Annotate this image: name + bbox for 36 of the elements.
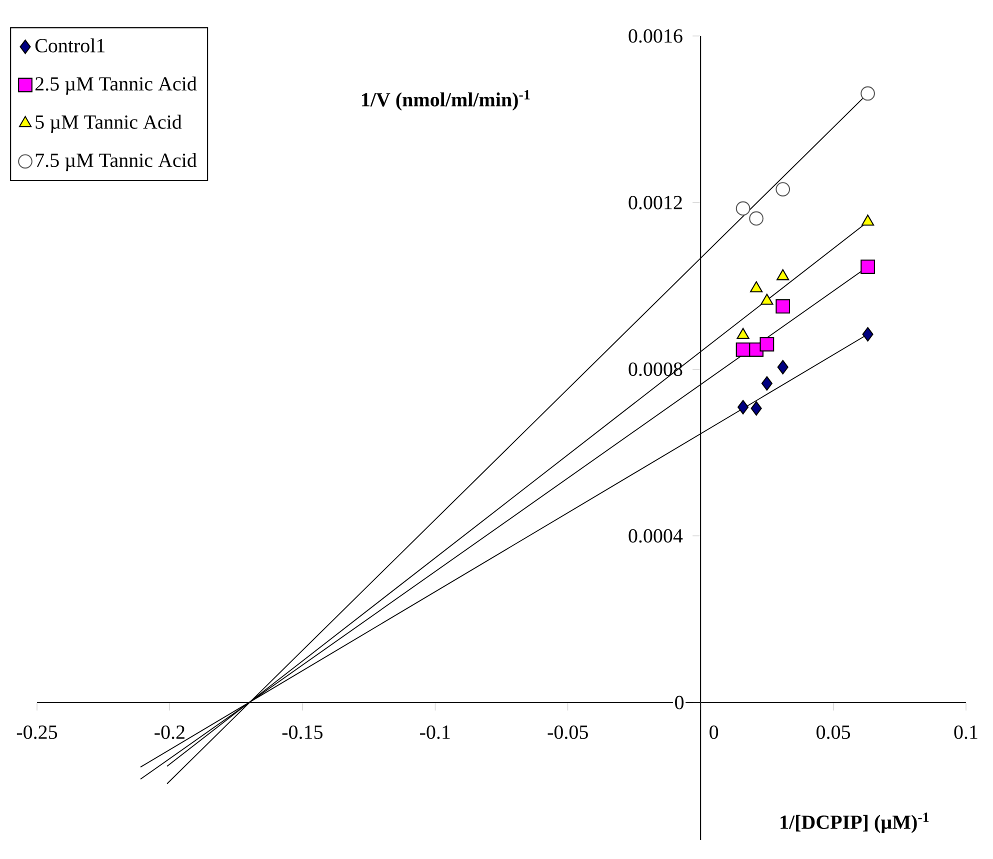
legend-label: 7.5 µM Tannic Acid (36, 152, 197, 172)
y-axis-title: 1/V (nmol/ml/min)$^{-1}$ (362, 90, 530, 111)
point (860, 86, 875, 101)
point (761, 376, 772, 391)
point (736, 342, 750, 357)
point (736, 201, 750, 216)
y-tick-label: 0.0016 (628, 29, 682, 43)
y-tick-label: 0.0004 (628, 529, 683, 543)
x-tick-label: -0.2 (154, 725, 184, 740)
x-tick-label: -0.15 (282, 725, 322, 740)
point (760, 294, 774, 305)
legend-label: 5 µM Tannic Acid (36, 114, 182, 133)
point (749, 211, 764, 226)
point (860, 260, 875, 274)
point (738, 400, 749, 414)
point (776, 299, 790, 314)
y-tick-label: 0.0012 (628, 196, 682, 210)
x-tick-label: -0.1 (420, 725, 450, 740)
point (750, 401, 762, 416)
legend-label: Control1 (35, 38, 105, 52)
x-axis-title: 1/[DCPIP] (µM)$^{-1}$ (780, 812, 929, 834)
point (776, 182, 790, 196)
point (736, 328, 750, 339)
legend-label: 2.5 µM Tannic Acid (35, 76, 197, 95)
x-tick-label: 0 (710, 725, 718, 739)
x-tick-label: -0.05 (548, 725, 588, 740)
y-tick-label: 0 (675, 696, 684, 710)
point (861, 214, 874, 226)
point (750, 281, 763, 292)
point (777, 360, 788, 374)
x-tick-label: 0.1 (954, 725, 978, 740)
point (776, 269, 790, 280)
x-tick-label: -0.25 (16, 725, 58, 740)
x-tick-label: 0.05 (816, 725, 850, 740)
point (760, 337, 774, 352)
point (862, 327, 874, 342)
